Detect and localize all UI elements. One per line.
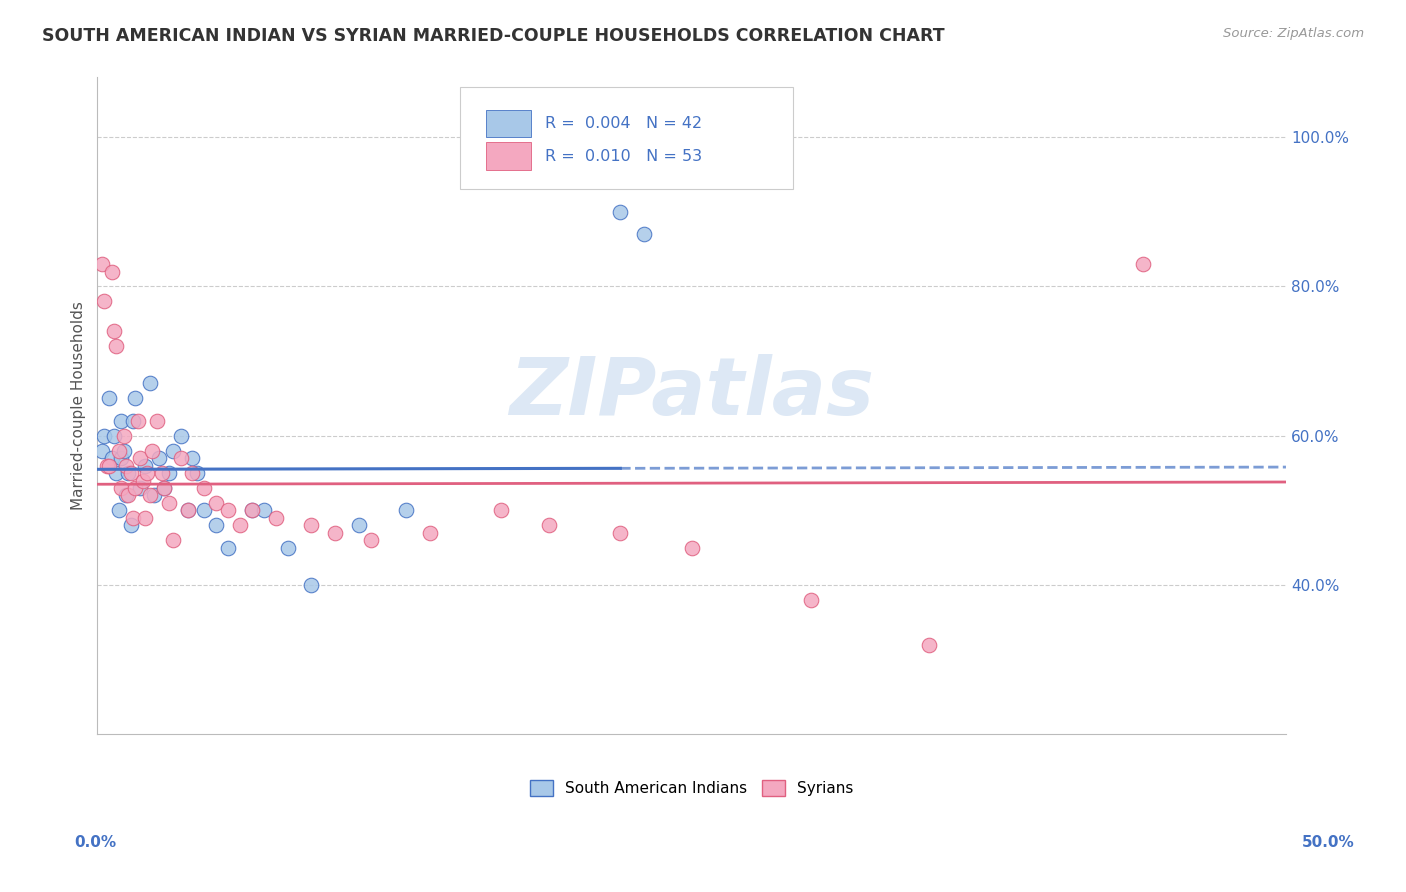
Point (103, 324, 125, 338)
Point (141, 443, 163, 458)
Point (105, 339, 128, 353)
Point (229, 518, 252, 533)
Point (157, 466, 180, 480)
Point (115, 488, 138, 502)
Point (110, 451, 132, 466)
Point (100, 264, 122, 278)
Point (253, 503, 276, 517)
Point (205, 496, 228, 510)
Point (633, 227, 655, 242)
Point (91, 257, 114, 271)
Point (176, 503, 198, 517)
Point (193, 481, 215, 495)
Point (122, 511, 145, 525)
Point (143, 488, 166, 502)
Point (136, 466, 159, 480)
Point (110, 481, 132, 495)
Point (107, 443, 129, 458)
Point (537, 518, 560, 533)
Point (124, 392, 146, 406)
Point (277, 541, 299, 555)
Text: R =  0.004   N = 42: R = 0.004 N = 42 (546, 116, 703, 131)
Point (129, 451, 152, 466)
Point (148, 451, 170, 466)
Point (323, 525, 346, 540)
Point (112, 443, 135, 458)
Point (117, 488, 139, 502)
Point (153, 481, 176, 495)
Point (1132, 257, 1154, 271)
Point (153, 481, 176, 495)
Point (157, 496, 180, 510)
Point (169, 428, 191, 442)
FancyBboxPatch shape (486, 143, 531, 170)
Point (120, 466, 142, 480)
Point (162, 533, 184, 548)
Point (93, 428, 115, 442)
Point (115, 458, 138, 473)
Point (176, 503, 198, 517)
Point (162, 443, 184, 458)
Point (138, 376, 160, 391)
Point (681, 541, 703, 555)
Point (347, 518, 370, 533)
Point (360, 533, 382, 548)
Point (127, 414, 149, 428)
Point (112, 428, 135, 442)
Point (609, 204, 631, 219)
Text: SOUTH AMERICAN INDIAN VS SYRIAN MARRIED-COUPLE HOUSEHOLDS CORRELATION CHART: SOUTH AMERICAN INDIAN VS SYRIAN MARRIED-… (42, 27, 945, 45)
Point (131, 474, 153, 488)
Point (181, 466, 204, 480)
Text: 0.0%: 0.0% (75, 836, 117, 850)
Point (100, 451, 122, 466)
Point (491, 503, 513, 517)
Point (264, 511, 287, 525)
FancyBboxPatch shape (460, 87, 793, 189)
Text: R =  0.010   N = 53: R = 0.010 N = 53 (546, 149, 703, 164)
Point (419, 525, 441, 540)
Point (122, 414, 145, 428)
Point (138, 488, 160, 502)
Point (240, 503, 263, 517)
Point (91, 443, 114, 458)
Text: Source: ZipAtlas.com: Source: ZipAtlas.com (1223, 27, 1364, 40)
Point (169, 451, 191, 466)
Point (799, 593, 821, 607)
Point (205, 518, 228, 533)
Point (103, 428, 125, 442)
Point (217, 541, 239, 555)
Text: ZIPatlas: ZIPatlas (509, 354, 875, 432)
Y-axis label: Married-couple Households: Married-couple Households (72, 301, 86, 510)
Point (395, 503, 418, 517)
FancyBboxPatch shape (486, 110, 531, 137)
Point (146, 414, 169, 428)
Point (217, 503, 239, 517)
Point (609, 525, 631, 540)
Point (134, 511, 156, 525)
Point (117, 466, 139, 480)
Point (96, 458, 118, 473)
Point (150, 466, 173, 480)
Point (93, 294, 115, 309)
Point (98, 392, 121, 406)
Point (240, 503, 263, 517)
Point (299, 518, 322, 533)
Text: 50.0%: 50.0% (1302, 836, 1355, 850)
Point (299, 578, 322, 592)
Point (134, 458, 156, 473)
Point (186, 466, 208, 480)
Point (181, 451, 204, 466)
Point (193, 503, 215, 517)
Point (129, 481, 152, 495)
Point (105, 466, 128, 480)
Point (918, 638, 941, 652)
Legend: South American Indians, Syrians: South American Indians, Syrians (523, 774, 860, 802)
Point (107, 503, 129, 517)
Point (110, 414, 132, 428)
Point (98, 458, 121, 473)
Point (120, 518, 142, 533)
Point (124, 481, 146, 495)
